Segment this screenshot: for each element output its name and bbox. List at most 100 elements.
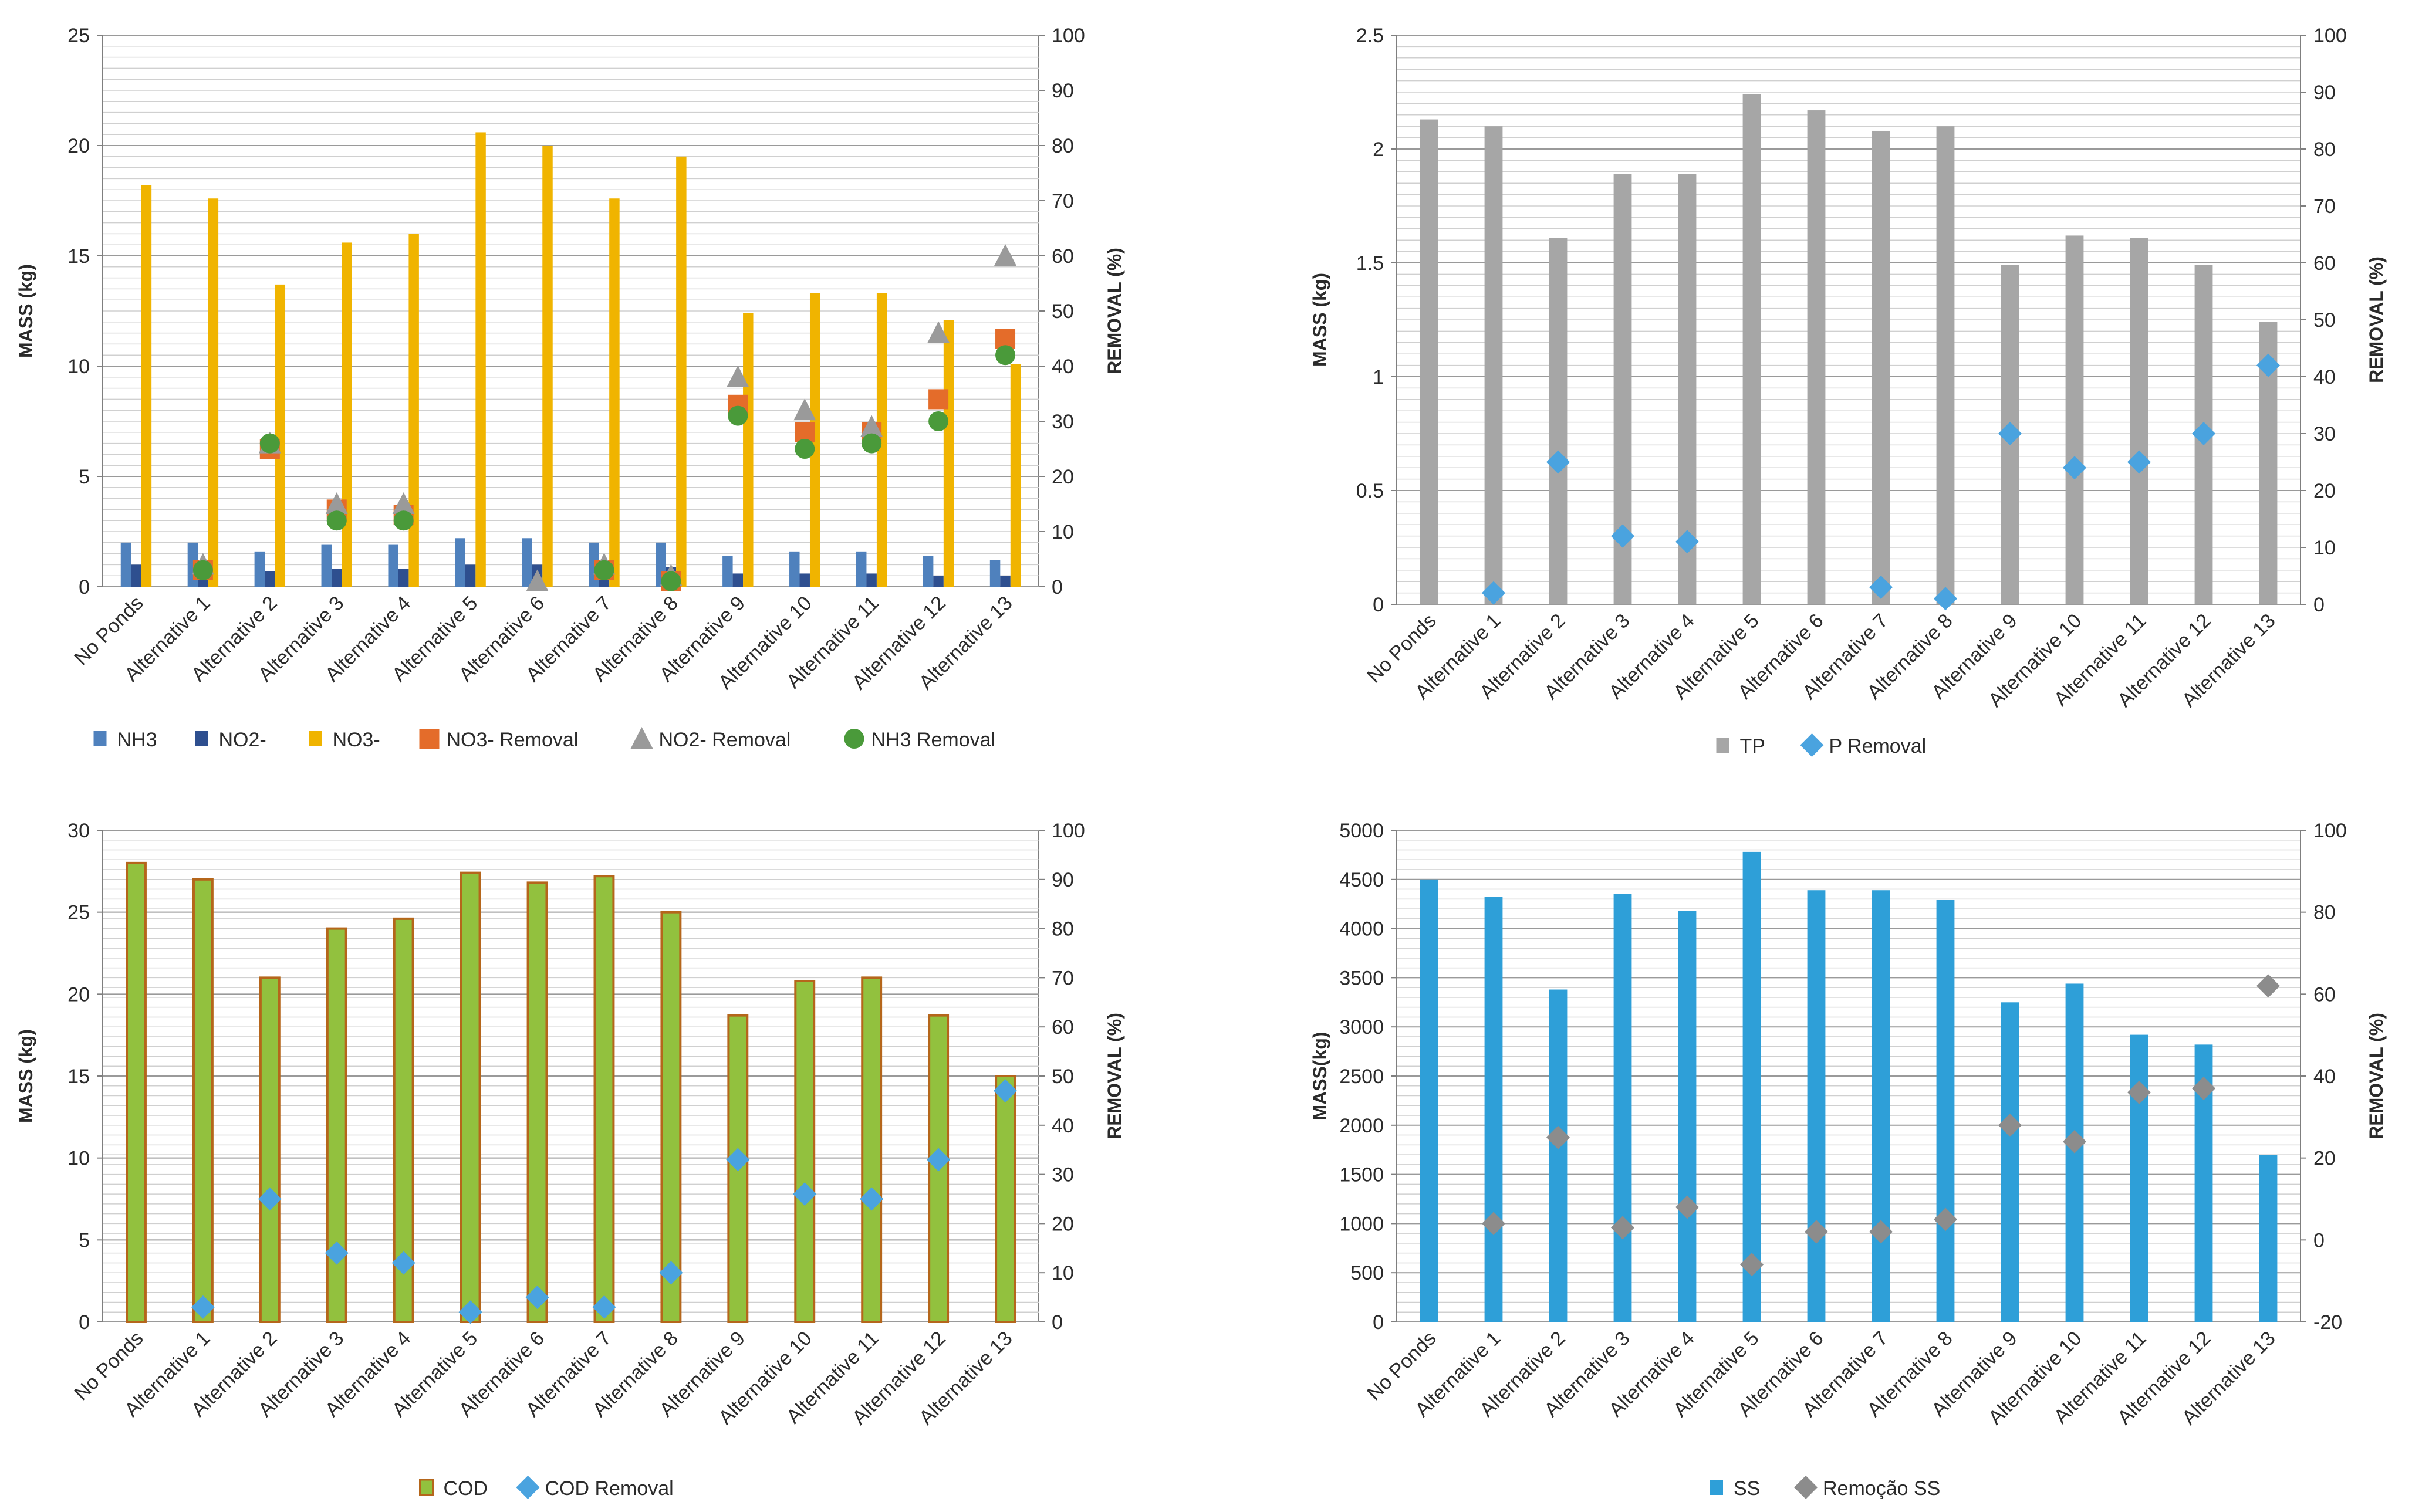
bar-ss — [1807, 890, 1826, 1322]
y-tick-label: 1500 — [1339, 1164, 1384, 1186]
y-tick-label: 0 — [79, 1311, 90, 1334]
y-tick-label: 2.5 — [1356, 25, 1384, 47]
y-tick-label: 2000 — [1339, 1115, 1384, 1137]
y-tick-label: 500 — [1350, 1262, 1384, 1284]
marker-remo-o-ss — [1998, 1113, 2022, 1137]
marker-remo-o-ss — [2127, 1080, 2151, 1104]
legend-label: P Removal — [1829, 735, 1927, 757]
legend-swatch — [1800, 733, 1824, 757]
marker-cod-removal — [659, 1261, 683, 1285]
marker-remo-o-ss — [1611, 1216, 1634, 1240]
marker-nh3-removal — [795, 439, 815, 459]
y2-tick-label: 90 — [2313, 82, 2336, 104]
bar-no3 — [208, 198, 219, 587]
y-tick-label: 5 — [79, 1229, 90, 1251]
chart-svg: 0 0.5 1 1.5 2 2.5 0 10 20 30 40 50 60 70 80 90 100 MASS (… — [1309, 25, 2387, 757]
y2-tick-label: 50 — [1052, 300, 1074, 323]
y-tick-label: 10 — [67, 356, 90, 378]
bar-no3 — [475, 132, 486, 587]
marker-remo-o-ss — [1869, 1220, 1893, 1244]
y2-tick-label: 40 — [1052, 356, 1074, 378]
marker-remo-o-ss — [1675, 1195, 1699, 1219]
y-tick-label: 0 — [1373, 594, 1384, 616]
y2-tick-label: 20 — [2313, 1148, 2336, 1170]
legend-label: NO3- Removal — [447, 729, 579, 751]
marker-cod-removal — [458, 1300, 482, 1324]
bar-cod — [660, 911, 682, 1323]
legend-label: NO2- Removal — [659, 729, 791, 751]
y-tick-label: 2500 — [1339, 1065, 1384, 1088]
marker-cod-removal — [258, 1187, 282, 1211]
y-tick-label: 3500 — [1339, 967, 1384, 989]
y2-tick-label: 20 — [1052, 1213, 1074, 1235]
y2-tick-label: 20 — [2313, 480, 2336, 502]
marker-no2-removal — [793, 398, 816, 421]
y-tick-label: 4000 — [1339, 918, 1384, 941]
marker-nh3-removal — [393, 510, 414, 531]
bar-cod — [126, 861, 147, 1324]
bar-tp — [1420, 119, 1438, 604]
marker-no3-removal — [928, 389, 949, 410]
bar-no2 — [465, 564, 476, 587]
marker-cod-removal — [191, 1295, 215, 1319]
bar-ss — [2001, 1002, 2019, 1322]
marker-cod-removal — [927, 1148, 951, 1172]
bar-nh3 — [522, 538, 532, 587]
y-tick-label: 5 — [79, 466, 90, 488]
y2-tick-label: 70 — [1052, 967, 1074, 989]
y2-tick-label: 80 — [2313, 138, 2336, 161]
marker-no2-removal — [392, 492, 415, 514]
marker-nh3-removal — [728, 405, 748, 426]
marker-remo-o-ss — [1805, 1220, 1828, 1244]
y2-tick-label: 30 — [2313, 423, 2336, 445]
marker-no2-removal — [927, 321, 950, 343]
legend-item-cod: COD — [419, 1477, 488, 1500]
marker-nh3-removal — [928, 411, 949, 431]
legend-swatch — [844, 729, 864, 749]
bar-cod — [192, 878, 214, 1324]
y-tick-label: 15 — [67, 1065, 90, 1088]
y-tick-label: 1.5 — [1356, 252, 1384, 275]
bar-nh3 — [923, 556, 934, 587]
y2-tick-label: 10 — [1052, 521, 1074, 543]
marker-p-removal — [1546, 450, 1570, 474]
y2-tick-label: 40 — [1052, 1115, 1074, 1137]
marker-nh3-removal — [661, 571, 681, 591]
marker-p-removal — [2256, 353, 2280, 377]
marker-p-removal — [1611, 524, 1634, 548]
y-tick-label: 25 — [67, 25, 90, 47]
bar-nh3 — [321, 544, 332, 587]
bar-no2 — [398, 569, 409, 587]
bar-nh3 — [989, 560, 1001, 587]
bar-tp — [1742, 94, 1761, 604]
marker-remo-o-ss — [2256, 974, 2280, 998]
legend-item-p-removal: P Removal — [1800, 733, 1927, 757]
bar-nh3 — [856, 551, 867, 587]
y2-tick-label: 100 — [1052, 25, 1085, 47]
marker-no2-removal — [727, 365, 749, 387]
legend-label: NH3 Removal — [871, 729, 996, 751]
bar-tp — [2065, 235, 2084, 604]
bar-cod — [593, 875, 615, 1324]
bar-ss — [1549, 989, 1568, 1322]
legend-item-tp: TP — [1716, 735, 1765, 757]
y-tick-label: 10 — [67, 1148, 90, 1170]
marker-p-removal — [2192, 422, 2215, 445]
marker-remo-o-ss — [1934, 1207, 1957, 1232]
bar-tp — [1484, 126, 1503, 604]
legend-label: NO3- — [333, 729, 380, 751]
bar-tp — [1549, 238, 1568, 604]
marker-remo-o-ss — [1740, 1253, 1764, 1277]
y2-tick-label: 10 — [2313, 537, 2336, 559]
bar-nh3 — [789, 551, 800, 587]
bar-cod — [794, 979, 816, 1323]
y2-tick-label: -20 — [2313, 1311, 2342, 1334]
chart-nitrogen: 0 5 10 15 20 25 0 10 20 30 40 50 60 70 80 90 100 MASS (kg… — [0, 0, 1150, 763]
legend-item-ss: SS — [1710, 1477, 1760, 1500]
bar-no2 — [131, 564, 141, 587]
y-tick-label: 0 — [1373, 1311, 1384, 1334]
y2-tick-label: 40 — [2313, 1065, 2336, 1088]
bar-no3 — [1010, 364, 1021, 587]
bar-no3 — [342, 242, 352, 587]
marker-nh3-removal — [326, 510, 347, 531]
